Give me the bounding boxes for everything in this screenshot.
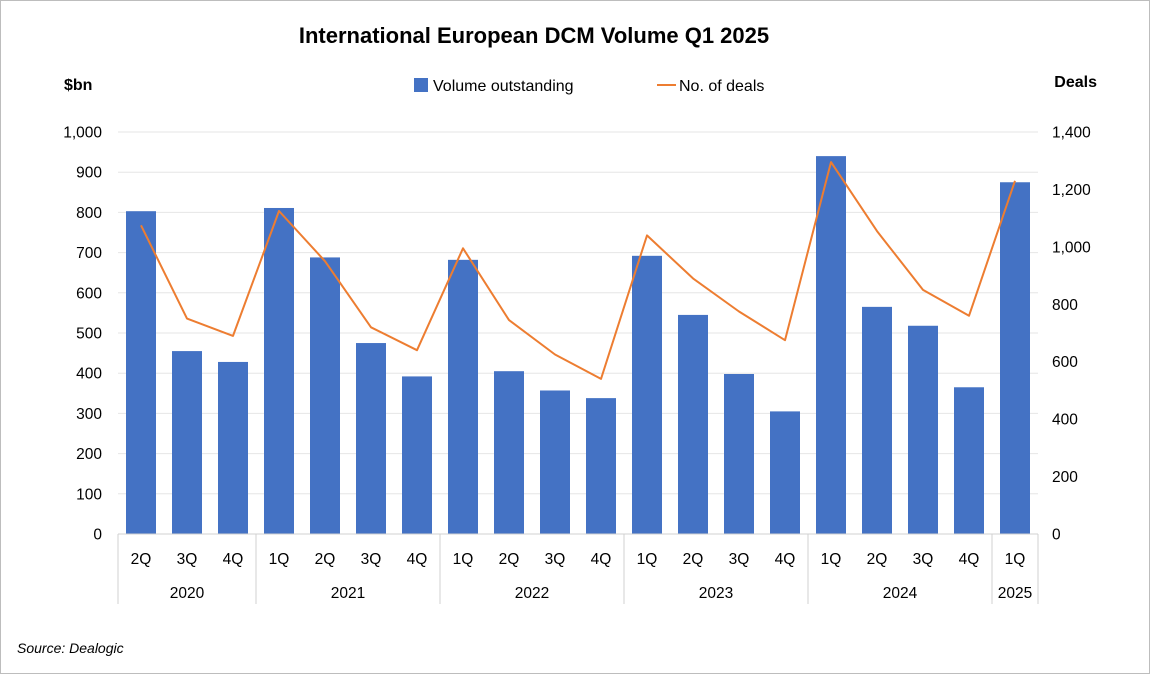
right-tick-label: 400	[1052, 412, 1078, 429]
chart-title: International European DCM Volume Q1 202…	[299, 23, 769, 48]
left-tick-label: 700	[76, 245, 102, 262]
year-label: 2025	[998, 585, 1032, 602]
volume-bar	[908, 325, 938, 534]
right-axis-unit: Deals	[1054, 74, 1097, 91]
legend-label-deals: No. of deals	[679, 78, 764, 95]
volume-bar	[264, 207, 294, 534]
x-axis: 2Q 3Q 4Q 1Q 2Q 3Q 4Q 1Q 2Q 3Q 4Q 1Q 2Q 3Q 4Q 1Q 2Q 3Q 4Q 1Q…	[117, 533, 1039, 604]
source-note: Source: Dealogic	[17, 640, 124, 656]
left-tick-label: 200	[76, 446, 102, 463]
volume-bar	[586, 398, 616, 534]
left-tick-label: 1,000	[63, 125, 102, 142]
right-tick-label: 1,400	[1052, 125, 1091, 142]
legend-label-volume: Volume outstanding	[433, 78, 574, 95]
left-axis-ticks: 0 100 200 300 400 500 600 700 800 900 1,000	[63, 125, 102, 544]
left-tick-label: 100	[76, 486, 102, 503]
right-tick-label: 0	[1052, 527, 1061, 544]
quarter-label: 2Q	[499, 551, 520, 568]
quarter-label: 2Q	[867, 551, 888, 568]
volume-bar	[724, 374, 754, 534]
volume-bars	[126, 156, 1030, 535]
left-tick-label: 400	[76, 366, 102, 383]
quarter-label: 3Q	[361, 551, 382, 568]
right-tick-label: 1,000	[1052, 239, 1091, 256]
volume-bar	[126, 211, 156, 534]
right-tick-label: 1,200	[1052, 182, 1091, 199]
quarter-label: 4Q	[223, 551, 244, 568]
volume-bar	[954, 387, 984, 534]
right-tick-label: 600	[1052, 354, 1078, 371]
year-label: 2020	[170, 585, 205, 602]
volume-bar	[356, 343, 386, 534]
quarter-label: 1Q	[453, 551, 474, 568]
left-tick-label: 900	[76, 165, 102, 182]
quarter-label: 1Q	[821, 551, 842, 568]
volume-bar	[678, 314, 708, 534]
quarter-label: 1Q	[269, 551, 290, 568]
year-label: 2022	[515, 585, 549, 602]
volume-bar	[218, 361, 248, 534]
volume-bar	[310, 257, 340, 534]
quarter-label: 2Q	[131, 551, 152, 568]
year-label: 2023	[699, 585, 733, 602]
volume-bar	[862, 306, 892, 534]
quarter-label: 2Q	[683, 551, 704, 568]
left-tick-label: 0	[93, 527, 102, 544]
quarter-label: 4Q	[591, 551, 612, 568]
left-tick-label: 300	[76, 406, 102, 423]
quarter-label: 4Q	[775, 551, 796, 568]
deals-line-group	[140, 161, 1016, 380]
left-axis-unit: $bn	[64, 77, 92, 94]
volume-bar	[1000, 182, 1030, 534]
quarter-label: 3Q	[177, 551, 198, 568]
quarter-label: 1Q	[1005, 551, 1026, 568]
quarter-label: 1Q	[637, 551, 658, 568]
volume-bar	[448, 259, 478, 534]
volume-bar	[632, 255, 662, 535]
year-label: 2021	[331, 585, 365, 602]
volume-bar	[402, 376, 432, 534]
volume-bar	[494, 371, 524, 534]
legend-swatch-volume	[414, 78, 428, 92]
quarter-label: 4Q	[959, 551, 980, 568]
right-axis-ticks: 0 200 400 600 800 1,000 1,200 1,400	[1052, 125, 1091, 544]
quarter-label: 3Q	[913, 551, 934, 568]
left-tick-label: 800	[76, 205, 102, 222]
volume-bar	[816, 156, 846, 534]
quarter-label: 3Q	[545, 551, 566, 568]
year-label: 2024	[883, 585, 918, 602]
left-tick-label: 600	[76, 285, 102, 302]
volume-bar	[172, 351, 202, 534]
volume-bar	[540, 390, 570, 534]
deals-line	[140, 161, 1016, 380]
quarter-label: 4Q	[407, 551, 428, 568]
left-tick-label: 500	[76, 326, 102, 343]
volume-bar	[770, 411, 800, 534]
right-tick-label: 200	[1052, 469, 1078, 486]
quarter-label: 3Q	[729, 551, 750, 568]
legend: Volume outstanding No. of deals	[414, 78, 764, 95]
quarter-label: 2Q	[315, 551, 336, 568]
right-tick-label: 800	[1052, 297, 1078, 314]
gridlines	[118, 131, 1038, 495]
